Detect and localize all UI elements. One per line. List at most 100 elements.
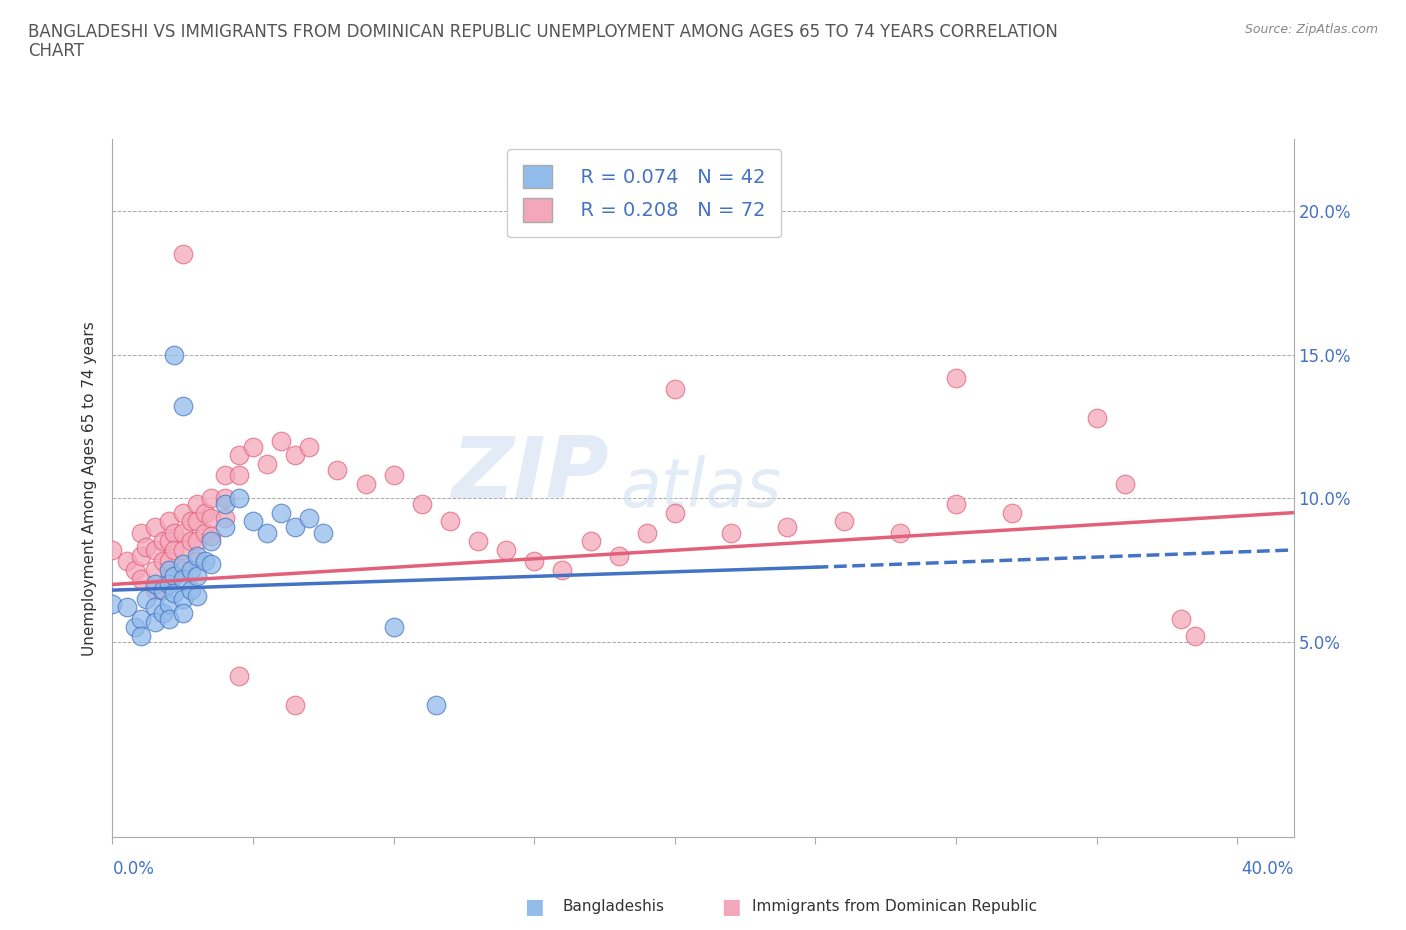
Point: [256, 525, 278, 540]
Point: [889, 525, 911, 540]
Point: [143, 520, 166, 535]
Point: [200, 528, 222, 543]
Point: [115, 554, 138, 569]
Point: [636, 525, 658, 540]
Point: [163, 347, 186, 362]
Point: [270, 433, 292, 448]
Point: [439, 513, 461, 528]
Point: [180, 583, 202, 598]
Point: [157, 597, 180, 612]
Text: ■: ■: [721, 897, 741, 917]
Point: [124, 620, 146, 635]
Point: [298, 511, 321, 525]
Text: ZIP: ZIP: [451, 432, 609, 516]
Point: [1001, 505, 1024, 520]
Text: atlas: atlas: [620, 456, 782, 521]
Point: [200, 491, 222, 506]
Point: [143, 542, 166, 557]
Point: [143, 615, 166, 630]
Legend:   R = 0.074   N = 42,   R = 0.208   N = 72: R = 0.074 N = 42, R = 0.208 N = 72: [508, 149, 780, 237]
Point: [200, 511, 222, 525]
Point: [194, 505, 217, 520]
Text: BANGLADESHI VS IMMIGRANTS FROM DOMINICAN REPUBLIC UNEMPLOYMENT AMONG AGES 65 TO : BANGLADESHI VS IMMIGRANTS FROM DOMINICAN…: [28, 23, 1057, 41]
Point: [200, 534, 222, 549]
Point: [298, 439, 321, 454]
Point: [284, 520, 307, 535]
Point: [214, 520, 236, 535]
Point: [157, 513, 180, 528]
Text: Immigrants from Dominican Republic: Immigrants from Dominican Republic: [752, 899, 1038, 914]
Point: [467, 534, 489, 549]
Text: ■: ■: [524, 897, 544, 917]
Point: [256, 457, 278, 472]
Point: [180, 563, 202, 578]
Point: [172, 557, 194, 572]
Point: [172, 246, 194, 261]
Point: [326, 462, 349, 477]
Point: [124, 563, 146, 578]
Point: [228, 448, 250, 463]
Point: [129, 525, 152, 540]
Point: [135, 591, 157, 606]
Point: [194, 554, 217, 569]
Point: [664, 505, 686, 520]
Point: [157, 534, 180, 549]
Point: [163, 525, 186, 540]
Point: [945, 370, 967, 385]
Point: [186, 497, 208, 512]
Point: [523, 554, 546, 569]
Point: [495, 542, 517, 557]
Point: [143, 600, 166, 615]
Point: [101, 542, 124, 557]
Point: [186, 549, 208, 564]
Point: [172, 525, 194, 540]
Point: [172, 571, 194, 586]
Point: [186, 534, 208, 549]
Point: [1184, 629, 1206, 644]
Point: [664, 382, 686, 397]
Point: [129, 571, 152, 586]
Point: [270, 505, 292, 520]
Point: [214, 511, 236, 525]
Point: [214, 468, 236, 483]
Point: [157, 554, 180, 569]
Point: [186, 589, 208, 604]
Point: [579, 534, 602, 549]
Point: [143, 563, 166, 578]
Point: [172, 399, 194, 414]
Point: [129, 629, 152, 644]
Point: [180, 513, 202, 528]
Point: [200, 557, 222, 572]
Point: [186, 513, 208, 528]
Point: [945, 497, 967, 512]
Point: [129, 549, 152, 564]
Point: [776, 520, 799, 535]
Point: [143, 577, 166, 591]
Point: [382, 468, 405, 483]
Point: [242, 439, 264, 454]
Point: [172, 542, 194, 557]
Point: [214, 497, 236, 512]
Point: [152, 534, 174, 549]
Point: [163, 586, 186, 601]
Point: [129, 611, 152, 626]
Point: [143, 583, 166, 598]
Text: Bangladeshis: Bangladeshis: [562, 899, 665, 914]
Text: 40.0%: 40.0%: [1241, 860, 1294, 878]
Point: [101, 597, 124, 612]
Point: [354, 476, 377, 491]
Point: [228, 468, 250, 483]
Point: [186, 568, 208, 583]
Point: [214, 491, 236, 506]
Point: [115, 600, 138, 615]
Point: [135, 539, 157, 554]
Point: [832, 513, 855, 528]
Point: [312, 525, 335, 540]
Point: [284, 698, 307, 712]
Text: CHART: CHART: [28, 42, 84, 60]
Point: [186, 554, 208, 569]
Point: [180, 534, 202, 549]
Point: [411, 497, 433, 512]
Point: [242, 513, 264, 528]
Point: [163, 542, 186, 557]
